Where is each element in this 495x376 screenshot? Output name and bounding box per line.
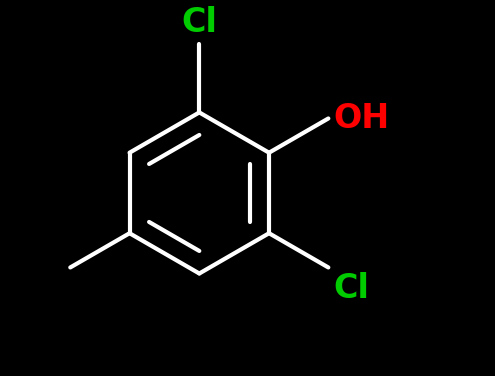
Text: Cl: Cl xyxy=(333,272,369,305)
Text: Cl: Cl xyxy=(181,6,217,39)
Text: OH: OH xyxy=(333,102,390,135)
